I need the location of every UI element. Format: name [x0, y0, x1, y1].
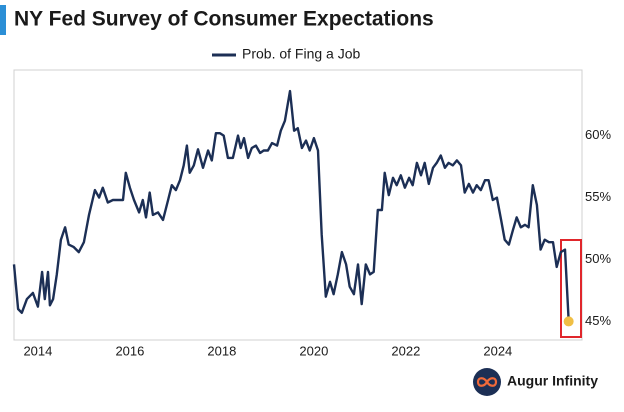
x-tick-label: 2024	[483, 343, 512, 358]
y-tick-label: 55%	[585, 189, 611, 204]
x-tick-label: 2018	[207, 343, 236, 358]
highlight-box	[560, 239, 582, 338]
x-tick-label: 2022	[391, 343, 420, 358]
y-tick-label: 50%	[585, 251, 611, 266]
chart-title: NY Fed Survey of Consumer Expectations	[14, 8, 434, 31]
x-tick-label: 2014	[23, 343, 52, 358]
title-accent	[0, 5, 6, 35]
last-point	[563, 316, 574, 327]
data-line	[12, 89, 570, 322]
y-tick-label: 60%	[585, 127, 611, 142]
plot-frame	[13, 69, 583, 341]
x-tick-label: 2016	[115, 343, 144, 358]
y-tick-label: 45%	[585, 313, 611, 328]
legend-label: Prob. of Fing a Job	[242, 46, 361, 62]
brand-logo	[473, 368, 501, 396]
x-tick-label: 2020	[299, 343, 328, 358]
brand-name: Augur Infinity	[507, 373, 598, 389]
